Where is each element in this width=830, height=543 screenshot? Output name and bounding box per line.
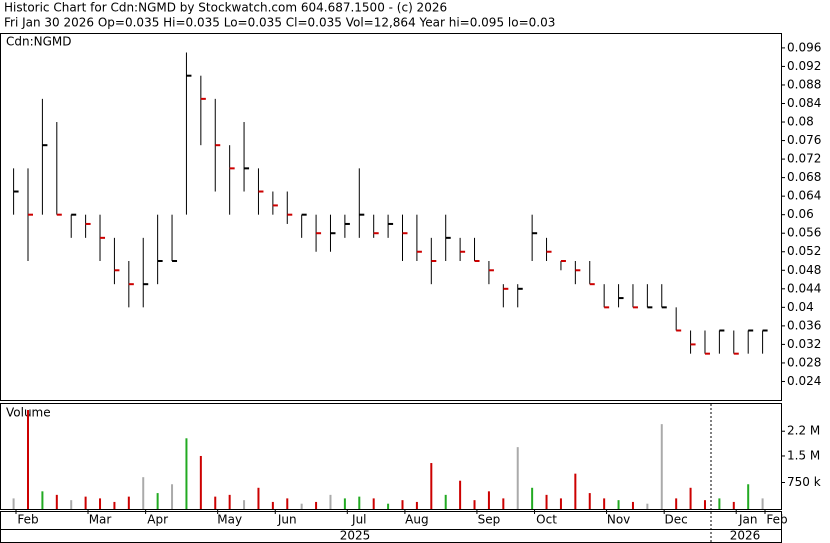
price-frame (0, 33, 782, 401)
volume-bar (300, 503, 303, 509)
x-tick-label: Jun (277, 513, 297, 527)
volume-bar (588, 493, 591, 509)
year-label: 2025 (340, 529, 371, 543)
volume-bar (487, 491, 490, 509)
y-tick-label: 0.036 (787, 318, 821, 332)
volume-bar (401, 500, 404, 509)
volume-bar (459, 480, 462, 509)
y-tick-label: 0.024 (787, 374, 821, 388)
volume-bar (559, 498, 562, 509)
volume-bar (329, 494, 332, 509)
volume-bar (761, 498, 764, 509)
volume-bar (171, 484, 174, 509)
volume-bar (199, 455, 202, 509)
x-tick-label: Apr (147, 513, 168, 527)
volume-bar (430, 463, 433, 509)
y-tick-label: 0.052 (787, 244, 821, 258)
symbol-label: Cdn:NGMD (6, 35, 72, 49)
y-tick-label: 0.076 (787, 133, 821, 147)
volume-bar (444, 494, 447, 509)
volume-bar (689, 487, 692, 509)
volume-bar (156, 493, 159, 509)
volume-bar (502, 498, 505, 509)
volume-bar (214, 496, 217, 509)
chart-title: Historic Chart for Cdn:NGMD by Stockwatc… (4, 1, 447, 15)
volume-bar (747, 484, 750, 509)
volume-bar (545, 494, 548, 509)
y-tick-label: 0.084 (787, 96, 821, 110)
volume-bar (415, 501, 418, 509)
volume-bar (84, 496, 87, 509)
volume-bar (343, 498, 346, 509)
x-tick-label: Jan (738, 513, 758, 527)
volume-bar (718, 498, 721, 509)
volume-bar (12, 498, 15, 509)
y-tick-label: 0.096 (787, 40, 821, 54)
volume-bar (531, 487, 534, 509)
volume-bar (660, 424, 663, 509)
y-tick-label: 0.092 (787, 59, 821, 73)
y-tick-label: 0.06 (787, 207, 814, 221)
y-tick-label: 0.088 (787, 77, 821, 91)
volume-frame (0, 403, 782, 510)
y-tick-label: 0.032 (787, 337, 821, 351)
y-tick-label: 0.04 (787, 300, 814, 314)
x-tick-label: Aug (405, 513, 428, 527)
x-tick-label: Feb (17, 513, 38, 527)
volume-bar (516, 447, 519, 509)
volume-bar (387, 503, 390, 509)
volume-bar (127, 496, 130, 509)
volume-bar (617, 500, 620, 509)
x-tick-label: Dec (665, 513, 688, 527)
x-tick-label: Jul (351, 513, 366, 527)
volume-bar (55, 494, 58, 509)
x-tick-label: Feb (766, 513, 787, 527)
volume-bar (70, 500, 73, 509)
y-tick-label: 0.056 (787, 226, 821, 240)
volume-bar (99, 498, 102, 509)
volume-tick-label: 750 k (787, 475, 821, 489)
volume-bar (646, 503, 649, 509)
volume-bar (113, 501, 116, 509)
y-tick-label: 0.072 (787, 152, 821, 166)
volume-bar (185, 438, 188, 509)
y-tick-label: 0.048 (787, 263, 821, 277)
y-tick-label: 0.028 (787, 355, 821, 369)
volume-bar (675, 498, 678, 509)
volume-bar (27, 410, 29, 509)
volume-bar (41, 491, 44, 509)
y-tick-label: 0.068 (787, 170, 821, 184)
volume-bar (286, 498, 289, 509)
y-tick-label: 0.08 (787, 115, 814, 129)
x-tick-label: Oct (536, 513, 557, 527)
year-label: 2026 (730, 529, 761, 543)
x-tick-label: Nov (607, 513, 630, 527)
volume-tick-label: 2.2 M (787, 424, 820, 438)
volume-bar (574, 473, 577, 509)
x-tick-label: Mar (89, 513, 112, 527)
volume-bar (603, 498, 606, 509)
volume-bar (257, 487, 260, 509)
volume-bar (732, 501, 735, 509)
volume-bar (315, 501, 318, 509)
x-tick-label: Sep (478, 513, 501, 527)
volume-bar (271, 501, 274, 509)
volume-bar (243, 500, 246, 509)
volume-bar (372, 498, 375, 509)
y-tick-label: 0.064 (787, 189, 821, 203)
x-tick-label: May (217, 513, 242, 527)
volume-bar (473, 500, 476, 509)
volume-tick-label: 1.5 M (787, 448, 820, 462)
y-tick-label: 0.044 (787, 281, 821, 295)
volume-bar (703, 500, 706, 509)
volume-bar (631, 501, 634, 509)
volume-bar (228, 494, 231, 509)
chart-subtitle: Fri Jan 30 2026 Op=0.035 Hi=0.035 Lo=0.0… (4, 16, 555, 30)
volume-bar (358, 496, 361, 509)
volume-bar (142, 477, 145, 509)
